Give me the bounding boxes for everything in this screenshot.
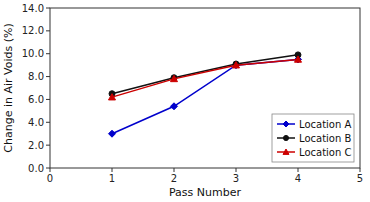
legend-box — [272, 114, 354, 162]
legend-marker — [283, 149, 289, 154]
y-tick-label: 0.0 — [28, 163, 44, 174]
y-tick-label: 6.0 — [28, 94, 44, 105]
point — [171, 103, 178, 110]
y-tick — [46, 168, 50, 169]
line — [112, 59, 298, 97]
legend-marker — [283, 135, 288, 140]
x-tick — [360, 168, 361, 172]
legend-label: Location C — [299, 147, 351, 158]
legend-marker — [283, 121, 289, 127]
x-axis-label: Pass Number — [169, 186, 242, 199]
x-tick-label: 3 — [233, 173, 239, 184]
line — [112, 55, 298, 94]
point — [233, 62, 240, 69]
x-tick-label: 4 — [295, 173, 301, 184]
point — [295, 56, 302, 62]
series — [109, 56, 302, 100]
point — [109, 94, 116, 100]
y-tick-label: 2.0 — [28, 140, 44, 151]
legend: Location A Location B Location C — [272, 114, 354, 162]
y-tick — [46, 99, 50, 100]
x-tick-label: 0 — [47, 173, 53, 184]
y-tick — [46, 145, 50, 146]
x-tick — [174, 168, 175, 172]
point — [171, 75, 178, 81]
y-tick-label: 12.0 — [22, 25, 44, 36]
x-tick — [236, 168, 237, 172]
y-tick — [46, 122, 50, 123]
x-tick — [50, 168, 51, 172]
plot-frame — [50, 8, 360, 168]
y-tick — [46, 76, 50, 77]
y-tick-label: 14.0 — [22, 3, 44, 14]
x-tick — [298, 168, 299, 172]
point — [109, 130, 116, 137]
y-tick — [46, 30, 50, 31]
y-axis-label: Change in Air Voids (%) — [2, 23, 15, 152]
y-tick — [46, 8, 50, 9]
x-tick-label: 5 — [357, 173, 363, 184]
x-tick-label: 2 — [171, 173, 177, 184]
y-axis: 0.0 2.0 4.0 6.0 8.0 10.0 12.0 14.0 — [22, 3, 50, 174]
x-tick — [112, 168, 113, 172]
point — [233, 61, 239, 67]
legend-label: Location B — [299, 133, 351, 144]
series — [109, 52, 301, 97]
y-tick — [46, 53, 50, 54]
chart: 0 1 2 3 4 5 0.0 2.0 4.0 6.0 8.0 10.0 12.0 14.0 Pass Nu… — [0, 0, 370, 202]
legend-label: Location A — [299, 119, 351, 130]
y-tick-label: 10.0 — [22, 48, 44, 59]
point — [233, 62, 240, 68]
y-tick-label: 8.0 — [28, 71, 44, 82]
y-tick-label: 4.0 — [28, 117, 44, 128]
x-axis: 0 1 2 3 4 5 — [47, 168, 363, 184]
x-tick-label: 1 — [109, 173, 115, 184]
